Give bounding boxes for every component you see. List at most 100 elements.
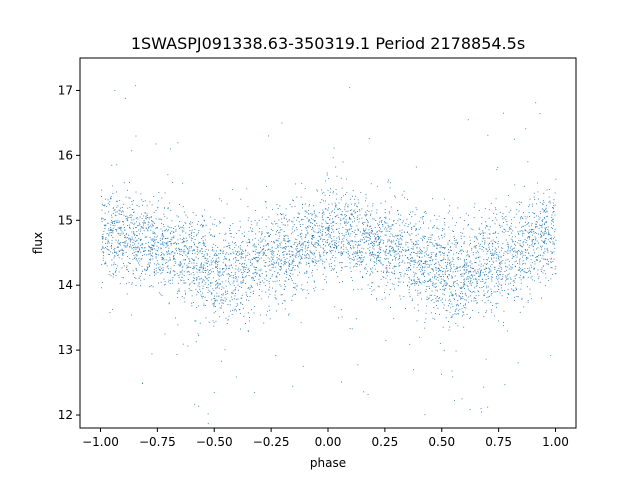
data-point [472, 282, 474, 284]
data-point [514, 243, 515, 245]
data-point [444, 247, 446, 249]
data-point [134, 277, 136, 278]
data-point [325, 227, 327, 229]
data-point [411, 216, 413, 218]
data-point [232, 189, 234, 190]
data-point [279, 260, 281, 262]
data-point [292, 226, 294, 228]
data-point [296, 285, 298, 287]
data-point [408, 266, 409, 268]
data-point [347, 231, 349, 233]
data-point [359, 214, 361, 216]
data-point [220, 274, 222, 276]
data-point [358, 218, 360, 220]
data-point [348, 243, 350, 245]
data-point [418, 278, 420, 280]
data-point [305, 203, 307, 205]
data-point [256, 272, 258, 274]
data-point [320, 229, 322, 231]
data-point [408, 224, 410, 226]
data-point [214, 298, 216, 299]
data-point [463, 235, 465, 237]
data-point [488, 229, 490, 231]
data-point [109, 254, 110, 255]
data-point [544, 240, 546, 242]
data-point [196, 307, 198, 308]
data-point [484, 240, 486, 242]
data-point [496, 306, 497, 308]
data-point [208, 273, 210, 275]
data-point [277, 214, 279, 216]
data-point [262, 253, 264, 255]
data-point [319, 238, 321, 240]
data-point [408, 289, 410, 291]
data-point [322, 215, 323, 217]
data-point [351, 240, 352, 242]
data-point [336, 243, 337, 245]
data-point [291, 233, 292, 235]
data-point [448, 305, 449, 307]
data-point [491, 276, 493, 278]
data-point [509, 226, 510, 228]
data-point [308, 242, 310, 243]
data-point [261, 290, 263, 292]
data-point [550, 278, 552, 280]
data-point [142, 247, 143, 249]
data-point [240, 281, 242, 283]
data-point [321, 259, 323, 261]
data-point [433, 286, 435, 288]
data-point [331, 203, 333, 205]
data-point [450, 307, 452, 309]
data-point [543, 209, 545, 211]
data-point [463, 284, 465, 285]
data-point [389, 251, 391, 253]
data-point [524, 215, 526, 217]
data-point [249, 241, 250, 243]
data-point [207, 280, 209, 282]
data-point [470, 285, 472, 287]
data-point [374, 254, 376, 256]
data-point [239, 313, 241, 314]
data-point [245, 257, 246, 259]
data-point [484, 263, 486, 265]
data-point [266, 186, 268, 187]
data-point [178, 249, 180, 251]
data-point [205, 246, 207, 247]
data-point [110, 251, 111, 253]
data-point [529, 293, 531, 295]
data-point [225, 298, 227, 300]
data-point [424, 237, 425, 239]
data-point [448, 252, 450, 253]
data-point [111, 239, 113, 241]
data-point [481, 246, 483, 247]
data-point [235, 244, 237, 246]
data-point [153, 241, 154, 242]
data-point [491, 258, 493, 260]
data-point [158, 242, 160, 244]
data-point [107, 254, 109, 255]
data-point [241, 294, 243, 296]
data-point [338, 244, 340, 246]
data-point [276, 257, 278, 258]
data-point [326, 227, 328, 229]
data-point [444, 283, 446, 285]
data-point [484, 293, 486, 295]
data-point [174, 261, 176, 262]
data-point [461, 308, 463, 310]
data-point [131, 282, 133, 284]
data-point [433, 301, 435, 303]
data-point [212, 320, 214, 322]
data-point [208, 277, 210, 278]
data-point [125, 215, 126, 217]
data-point [347, 204, 349, 206]
data-point [457, 313, 459, 315]
data-point [341, 316, 343, 318]
data-point [140, 279, 142, 281]
data-point [389, 267, 391, 269]
data-point [532, 245, 534, 247]
data-point [345, 234, 347, 236]
data-point [378, 238, 380, 239]
data-point [300, 234, 301, 235]
data-point [375, 234, 377, 235]
data-point [201, 253, 203, 254]
